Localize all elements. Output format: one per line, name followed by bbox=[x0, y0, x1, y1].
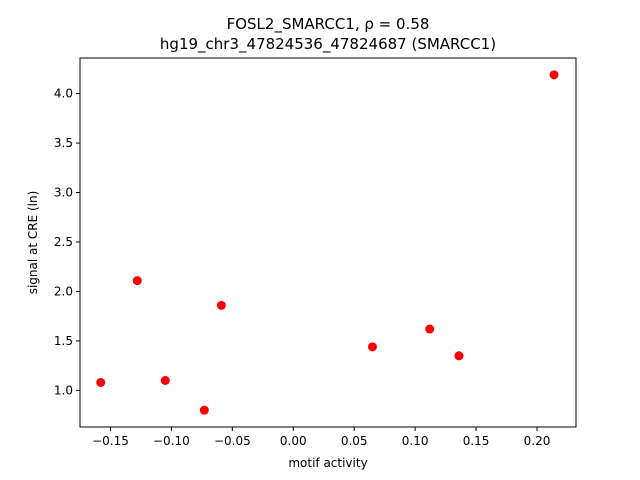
data-point bbox=[425, 324, 435, 334]
data-point bbox=[216, 300, 226, 310]
x-tick-label: 0.10 bbox=[402, 434, 429, 448]
y-axis-ticks: 1.0 1.5 2.0 2.5 3.0 3.5 4.0 bbox=[54, 87, 80, 397]
x-tick-label: 0.00 bbox=[280, 434, 307, 448]
x-axis-ticks: −0.15 −0.10 −0.05 0.00 0.05 0.10 0.15 0.20 bbox=[92, 427, 550, 448]
y-tick-label: 1.0 bbox=[54, 383, 73, 397]
data-point bbox=[160, 376, 170, 386]
y-tick-label: 4.0 bbox=[54, 87, 73, 101]
y-tick-label: 3.5 bbox=[54, 136, 73, 150]
plot-frame bbox=[79, 57, 577, 428]
data-point bbox=[132, 276, 142, 286]
x-axis-label: motif activity bbox=[288, 456, 367, 470]
x-tick-label: −0.15 bbox=[92, 434, 129, 448]
y-tick-label: 2.0 bbox=[54, 284, 73, 298]
y-tick-label: 2.5 bbox=[54, 235, 73, 249]
data-point bbox=[199, 405, 209, 415]
data-point bbox=[454, 351, 464, 361]
x-tick-label: 0.20 bbox=[524, 434, 551, 448]
x-tick-label: −0.05 bbox=[214, 434, 251, 448]
chart-title-line-1: FOSL2_SMARCC1, ρ = 0.58 bbox=[227, 15, 430, 34]
data-point bbox=[549, 70, 559, 80]
data-points bbox=[96, 70, 559, 415]
chart-title-line-2: hg19_chr3_47824536_47824687 (SMARCC1) bbox=[160, 35, 496, 54]
x-tick-label: −0.10 bbox=[153, 434, 190, 448]
data-point bbox=[96, 377, 106, 387]
y-tick-label: 1.5 bbox=[54, 334, 73, 348]
y-axis-label: signal at CRE (ln) bbox=[26, 191, 40, 295]
y-tick-label: 3.0 bbox=[54, 186, 73, 200]
x-tick-label: 0.05 bbox=[341, 434, 368, 448]
data-point bbox=[367, 342, 377, 352]
x-tick-label: 0.15 bbox=[463, 434, 490, 448]
